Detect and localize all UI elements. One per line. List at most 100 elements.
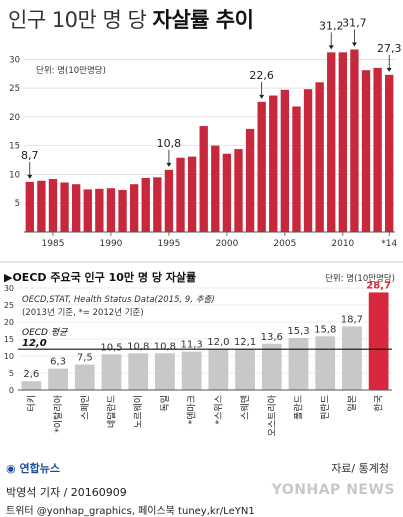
value-label: 31,2 — [319, 19, 344, 32]
category-label: *이탈리아 — [53, 394, 64, 432]
value-label: 12,0 — [207, 337, 229, 348]
byline: 박영석 기자 / 20160909 — [6, 486, 127, 499]
unit-label: 단위: 명(10만명당) — [325, 273, 395, 284]
x-tick-label: 1985 — [42, 239, 65, 249]
y-tick-label: 15 — [9, 142, 20, 152]
bar — [25, 181, 34, 232]
bar — [327, 52, 336, 233]
bar — [315, 82, 324, 232]
category-label: 핀란드 — [319, 395, 331, 420]
title-light: 인구 10만 명 당 — [8, 8, 153, 32]
footer: ◉ 연합뉴스 자료/ 통계청 박영석 기자 / 20160909 트위터 @yo… — [0, 454, 403, 517]
base-note: (2013년 기준, *= 2012년 기준) — [22, 307, 144, 318]
oecd-average-value: 12,0 — [22, 338, 47, 349]
bar — [153, 177, 162, 232]
bar — [71, 184, 81, 232]
bar — [83, 189, 92, 232]
sns-line: 트위터 @yonhap_graphics, 페이스북 tuney,kr/LeYN… — [6, 506, 255, 517]
value-label: 15,3 — [287, 326, 309, 337]
watermark: YONHAP NEWS — [271, 482, 395, 498]
value-label: 10,8 — [127, 341, 149, 352]
value-label: 10,5 — [100, 342, 122, 353]
x-tick-label: 1995 — [157, 239, 180, 249]
category-label: 오스트리아 — [267, 394, 278, 436]
value-label: 27,3 — [377, 42, 402, 55]
category-label: *스위스 — [213, 395, 224, 424]
value-label: 7,5 — [77, 353, 93, 364]
bar — [155, 353, 175, 390]
value-label: 13,6 — [261, 332, 283, 343]
annotation-arrow — [259, 94, 265, 99]
bar — [208, 349, 229, 390]
value-label: 2,6 — [23, 369, 39, 380]
bar — [118, 189, 127, 232]
y-tick-label: 20 — [9, 113, 20, 123]
annotation-arrow — [166, 162, 172, 167]
title-bold: 자살률 추이 — [152, 8, 254, 32]
bar — [60, 182, 69, 232]
category-label: *덴마크 — [187, 395, 198, 424]
category-label: 폴란드 — [293, 395, 305, 420]
value-label: 10,8 — [157, 137, 182, 150]
y-tick-label: 15 — [4, 335, 14, 344]
y-tick-label: 30 — [4, 284, 14, 293]
oecd-comparison-chart: ▶OECD 주요국 인구 10만 명 당 자살률 단위: 명(10만명당) 0 5 10… — [0, 261, 403, 436]
bar — [37, 180, 46, 232]
value-label: 8,7 — [21, 149, 39, 162]
y-tick-label: 25 — [4, 301, 14, 310]
yonhap-logo: ◉ 연합뉴스 — [6, 460, 60, 476]
bar — [292, 106, 301, 232]
bar — [176, 157, 185, 232]
bar — [303, 89, 313, 232]
y-tick-label: 10 — [9, 170, 20, 180]
bar — [222, 153, 232, 232]
bar — [257, 101, 266, 232]
bar — [280, 89, 290, 233]
y-tick-label: 20 — [4, 318, 14, 327]
value-label: 18,7 — [341, 314, 363, 325]
bar — [101, 354, 122, 390]
bar — [48, 368, 68, 390]
bar — [21, 381, 42, 390]
y-tick-label: 5 — [9, 369, 14, 378]
bar — [129, 184, 139, 232]
value-label: 11,3 — [181, 340, 203, 351]
bar — [234, 149, 243, 232]
suicide-rate-trend-chart: 5 10 15 20 25 30 단위: 명(10만명당) 1985 1990 1995 2000 2… — [9, 16, 402, 249]
bar — [315, 336, 336, 390]
bar — [385, 74, 394, 233]
bar — [288, 337, 309, 390]
bar — [187, 156, 197, 232]
bar — [368, 292, 389, 390]
value-label: 6,3 — [50, 357, 66, 368]
category-label: 스페인 — [80, 395, 91, 420]
bar — [141, 177, 150, 232]
bar — [164, 169, 174, 232]
logo-text: 연합뉴스 — [19, 462, 60, 475]
y-tick-label: 10 — [4, 352, 14, 361]
bar — [128, 353, 149, 390]
value-label: 22,6 — [249, 69, 274, 82]
y-tick-label: 30 — [9, 55, 20, 65]
bar — [269, 95, 278, 232]
page-title: 인구 10만 명 당 자살률 추이 — [8, 4, 254, 34]
annotation-arrow — [351, 42, 357, 47]
bar — [342, 326, 362, 390]
value-label: 15,8 — [314, 324, 336, 335]
x-tick-label: 2000 — [215, 239, 238, 249]
bar — [211, 145, 220, 232]
value-label: 10,8 — [154, 341, 176, 352]
bar — [373, 67, 382, 232]
annotation-arrow — [328, 45, 334, 50]
bar — [361, 70, 371, 232]
y-tick-label: 0 — [9, 386, 14, 395]
bar — [350, 49, 359, 232]
x-tick-label: 2010 — [331, 239, 354, 249]
annotation-arrow — [27, 174, 33, 179]
y-tick-label: 25 — [9, 84, 20, 94]
unit-label: 단위: 명(10만명당) — [36, 65, 106, 76]
bar — [199, 126, 208, 232]
bar — [245, 128, 255, 232]
bar — [181, 351, 202, 390]
bar — [261, 343, 282, 390]
